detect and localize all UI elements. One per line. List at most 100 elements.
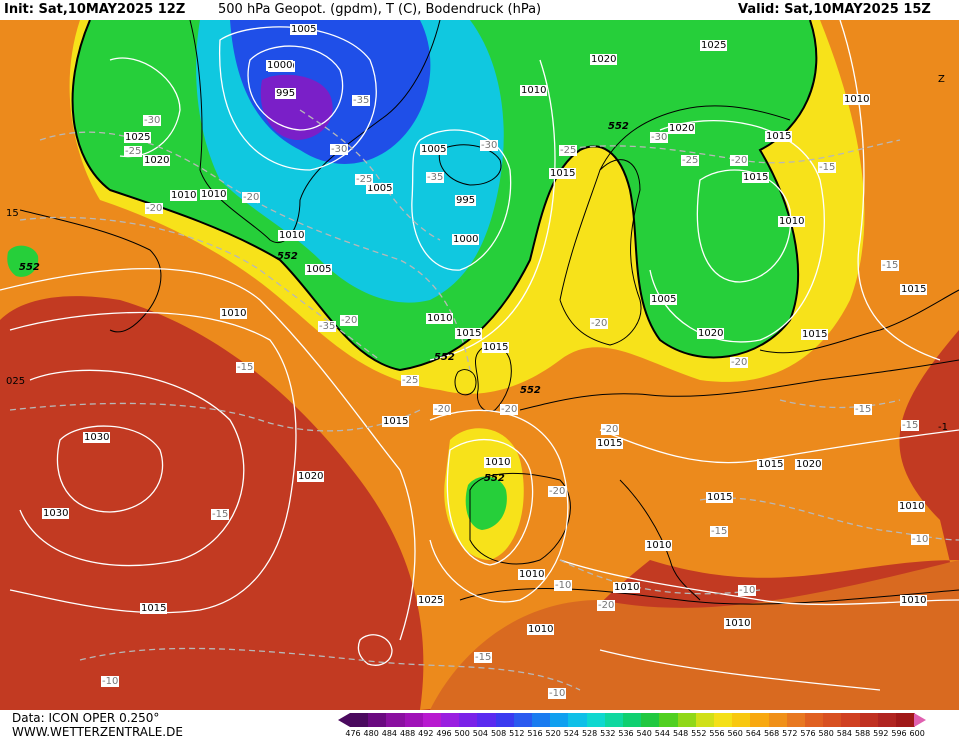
field-orange-south	[430, 560, 959, 710]
legend-tick-label: 532	[600, 729, 616, 738]
temperature-label: -35	[352, 95, 371, 106]
isobar-label: 1010	[843, 94, 871, 105]
temperature-label: -20	[548, 486, 567, 497]
isobar-label: 1020	[143, 155, 171, 166]
temperature-label: -25	[559, 145, 578, 156]
isobar-label: 1015	[455, 328, 483, 339]
isobar-label: 995	[455, 195, 477, 206]
temperature-label: -20	[597, 600, 616, 611]
temperature-label: -20	[242, 192, 261, 203]
temperature-label: -35	[318, 321, 337, 332]
legend-swatch	[404, 713, 424, 727]
legend-swatch	[550, 713, 569, 727]
legend-swatch	[477, 713, 497, 727]
temperature-label: -10	[911, 534, 930, 545]
isobar-label: 1010	[527, 624, 555, 635]
legend-swatch	[896, 713, 915, 727]
valid-time: Valid: Sat,10MAY2025 15Z	[738, 2, 931, 17]
geopotential-label: 552	[520, 385, 541, 396]
isobar-label: 1000	[266, 60, 294, 71]
legend-tick-label: 568	[763, 729, 780, 738]
temperature-label: -25	[355, 174, 374, 185]
isotherm-contour	[559, 559, 761, 595]
temperature-label: -20	[340, 315, 359, 326]
isobar-label: 1025	[417, 595, 445, 606]
legend-swatch	[386, 713, 406, 727]
isobar-label: 1005	[366, 183, 394, 194]
legend-tick-label: 600	[909, 729, 925, 738]
coastline-europe	[519, 359, 959, 411]
temperature-label: -30	[143, 115, 162, 126]
coastline-canada	[19, 209, 162, 333]
edge-label: Z	[938, 74, 945, 85]
legend-swatch	[513, 713, 533, 727]
legend-tick-label: 572	[782, 729, 798, 738]
legend-tick-label: 528	[581, 729, 598, 738]
temperature-label: -15	[818, 162, 837, 173]
isobar-label: 1015	[801, 329, 829, 340]
isobar-contour	[0, 267, 416, 641]
coastline-east	[759, 289, 959, 354]
geopotential-label: 552	[608, 121, 629, 132]
isobar-label: 1030	[42, 508, 70, 519]
temperature-label: -25	[124, 146, 143, 157]
isobar-label: 1010	[220, 308, 248, 319]
legend-swatch	[732, 713, 751, 727]
isobar-label: 1000	[452, 234, 480, 245]
field-green-iberia	[465, 476, 507, 530]
legend-swatch	[532, 713, 551, 727]
isobar-contour	[247, 45, 344, 131]
isobar-label: 1010	[900, 595, 928, 606]
isobar-contour	[446, 438, 534, 566]
temperature-label: -15	[854, 404, 873, 415]
legend-tick-label: 580	[818, 729, 834, 738]
legend-tick-label: 552	[691, 729, 707, 738]
temperature-label: -10	[554, 580, 573, 591]
legend-swatch	[604, 713, 624, 727]
temperature-label: -10	[548, 688, 567, 699]
legend-tick-label: 584	[836, 729, 853, 738]
legend-tick-label: 520	[545, 729, 561, 738]
legend-swatch	[441, 713, 460, 727]
isobar-label: 1015	[706, 492, 734, 503]
legend-arrow-right	[914, 713, 927, 727]
legend-swatch	[422, 713, 442, 727]
isobar-label: 995	[275, 88, 297, 99]
isobar-label: 1020	[697, 328, 725, 339]
isotherm-contour	[79, 647, 581, 691]
temperature-label: -30	[650, 132, 669, 143]
isobar-label: 1015	[140, 603, 168, 614]
coastline-scandinavia	[559, 159, 642, 346]
isobar-label: 1005	[650, 294, 678, 305]
isobar-label: 1010	[200, 189, 228, 200]
geopotential-label: 552	[484, 473, 505, 484]
chart-header: Init: Sat,10MAY2025 12Z 500 hPa Geopot. …	[0, 0, 959, 20]
legend-swatch	[805, 713, 824, 727]
edge-label: 025	[6, 376, 26, 387]
temperature-label: -20	[730, 357, 749, 368]
coastline-iceland	[438, 144, 502, 186]
color-legend: 476 480 484 488 492 496 500 504 508 512 516 520 524 5…	[338, 713, 958, 741]
legend-swatch	[823, 713, 842, 727]
isobar-label: 1010	[518, 569, 546, 580]
isobar-contour	[599, 649, 881, 691]
legend-arrow-left	[338, 713, 350, 727]
legend-tick-label: 480	[363, 729, 379, 738]
coastline-iberia	[469, 473, 571, 565]
legend-swatch	[841, 713, 861, 727]
legend-swatch	[568, 713, 588, 727]
legend-swatch	[695, 713, 715, 727]
legend-tick-label: 500	[454, 729, 470, 738]
legend-swatch	[459, 713, 478, 727]
isobar-label: 1005	[305, 264, 333, 275]
legend-tick-label: 524	[563, 729, 580, 738]
geopotential-label: 552	[277, 251, 298, 262]
coastline-ireland	[454, 369, 477, 396]
isobar-contour	[411, 129, 512, 271]
isotherm-contour	[779, 399, 901, 409]
legend-tick-label: 484	[381, 729, 398, 738]
temperature-label: -25	[401, 375, 420, 386]
legend-swatch	[768, 713, 788, 727]
website-label: WWW.WETTERZENTRALE.DE	[12, 725, 183, 739]
legend-tick-label: 556	[709, 729, 725, 738]
